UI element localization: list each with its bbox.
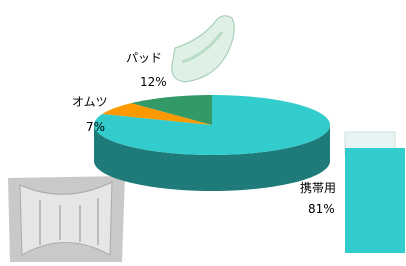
slice-label: 携帯用: [300, 180, 336, 195]
diaper-illustration: [8, 176, 125, 262]
packet-illustration: [345, 132, 405, 253]
chart: 携帯用 81% オムツ 7% パッド 12%: [0, 0, 406, 266]
pad-illustration: [172, 16, 234, 82]
slice-label: オムツ: [72, 95, 108, 109]
slice-value-label: 81%: [308, 202, 335, 216]
slice-label: パッド: [126, 51, 162, 65]
slice-value-label: 12%: [140, 75, 167, 89]
slice-value-label: 7%: [86, 120, 105, 134]
